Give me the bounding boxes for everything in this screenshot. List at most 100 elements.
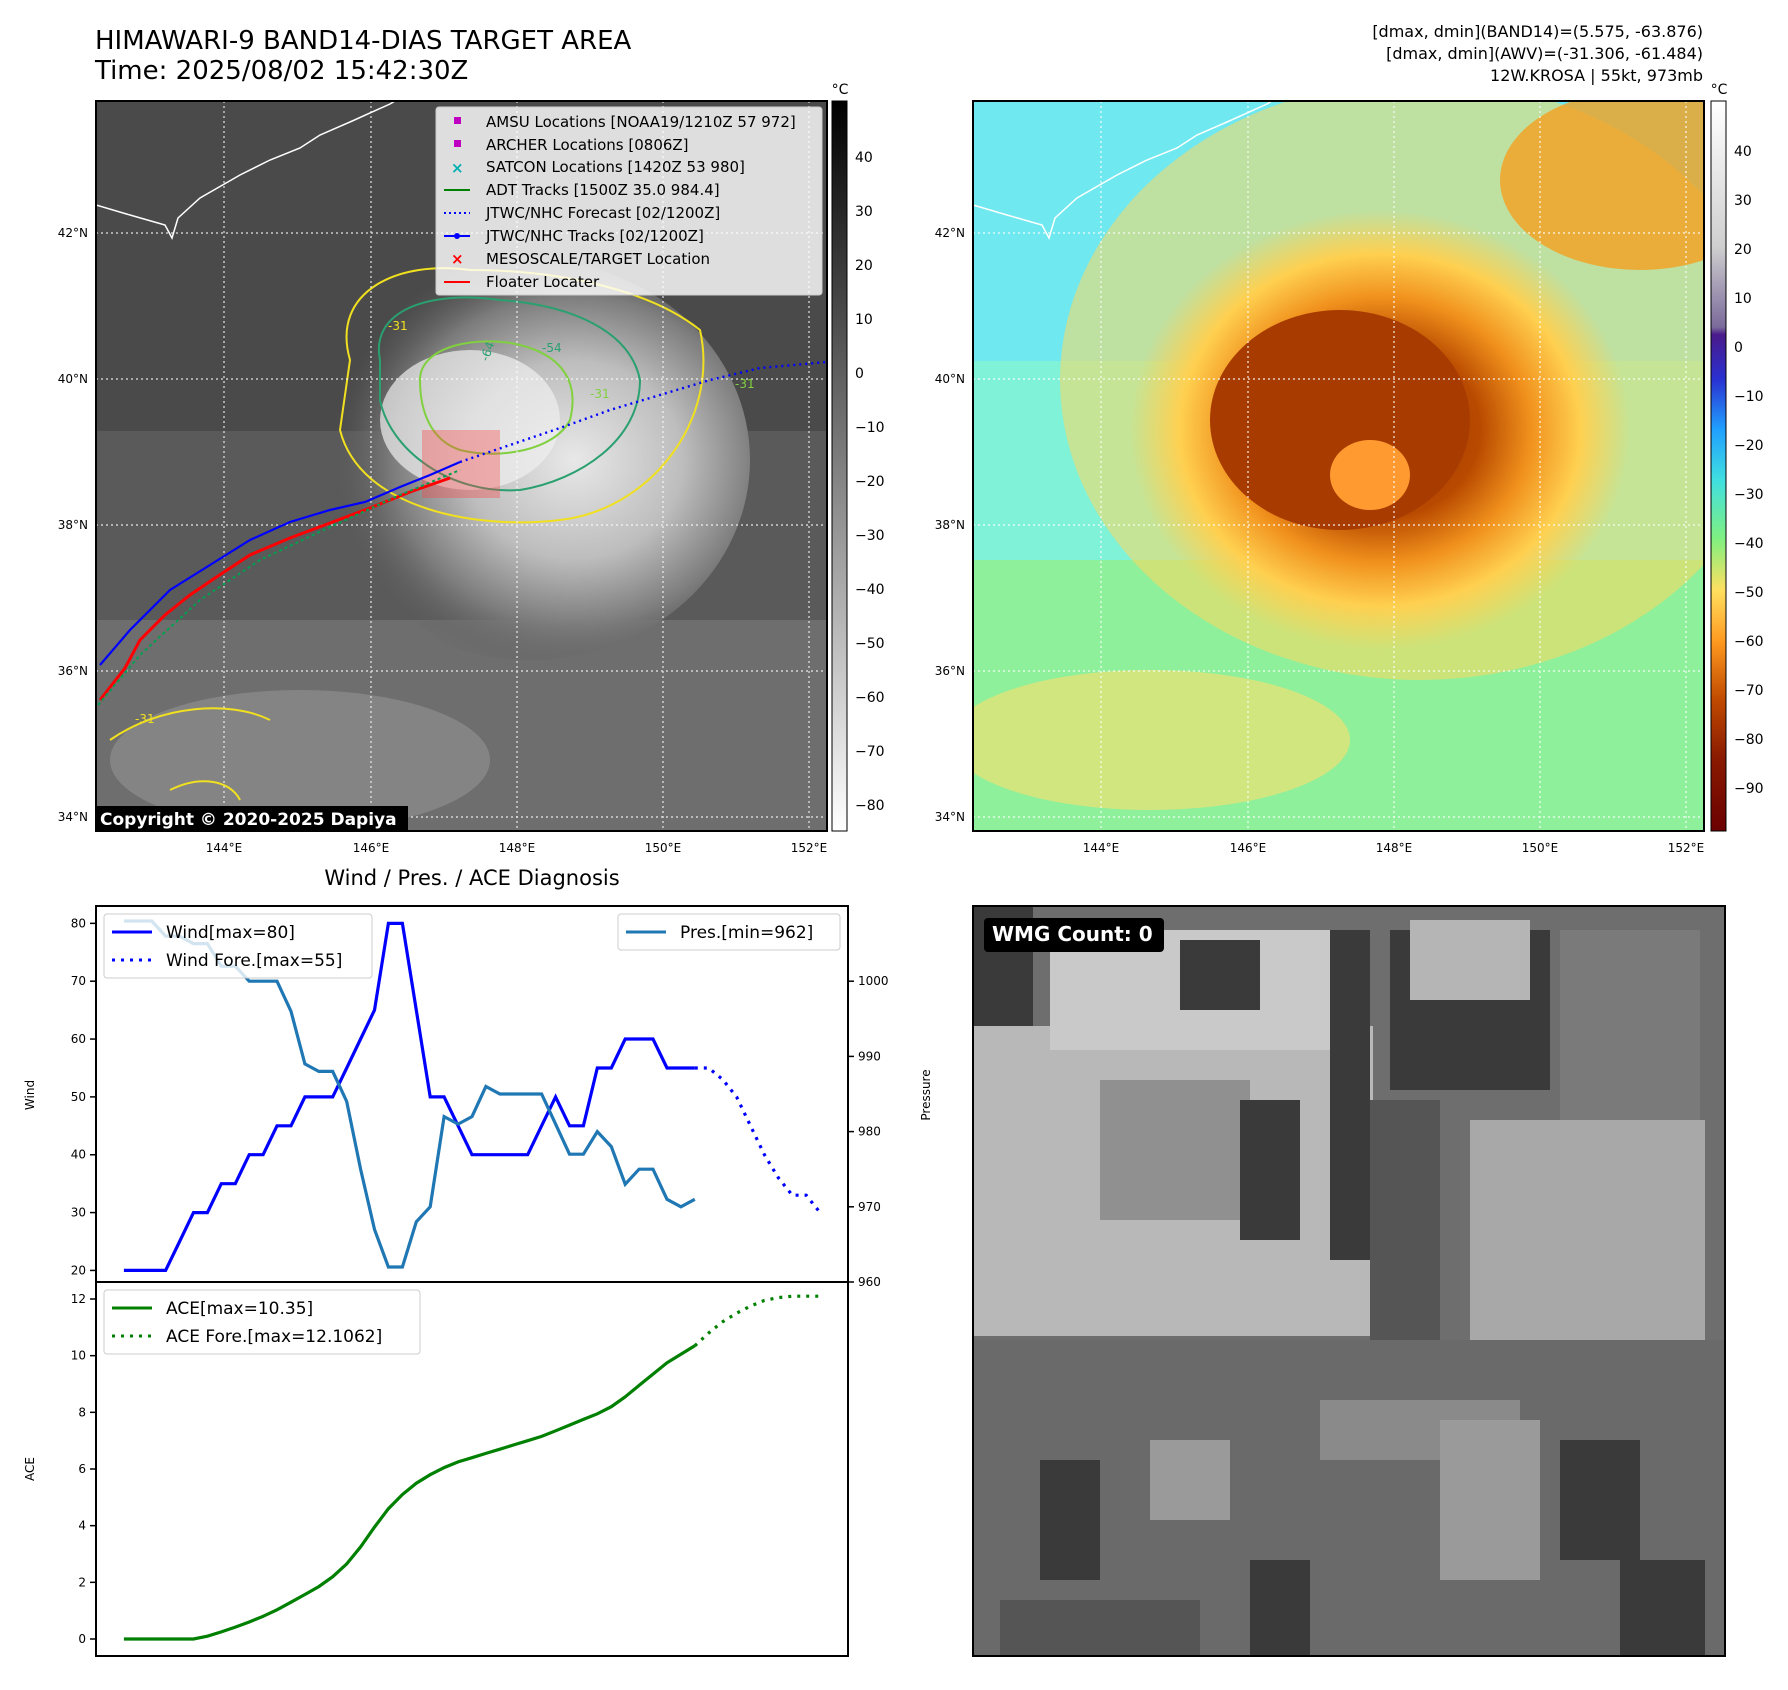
lon-label: 150°E (1522, 841, 1559, 855)
pressure-tick-label: 990 (858, 1049, 881, 1063)
lon-label: 152°E (1668, 841, 1705, 855)
colorbar-tick: 30 (1734, 193, 1752, 209)
wind-tick-label: 60 (71, 1032, 86, 1046)
copyright-text: Copyright © 2020-2025 Dapiya (100, 810, 397, 830)
colorbar-tick: −60 (1734, 634, 1764, 650)
series-line (123, 1344, 696, 1641)
wind-tick-label: 50 (71, 1090, 86, 1104)
contour-label: -64 (478, 340, 498, 363)
wind-pressure-chart: 20 30 40 50 60 70 80 960 970 980 990 1000 Wind Pre… (23, 905, 933, 1289)
ace-tick-label: 6 (78, 1462, 86, 1476)
colorbar-unit: °C (1711, 82, 1728, 98)
pressure-tick-label: 980 (858, 1125, 881, 1139)
ace-series-group (123, 1294, 821, 1641)
colorbar-tick: −50 (1734, 585, 1764, 601)
ace-tick-label: 2 (78, 1575, 86, 1589)
legend-entry: ACE[max=10.35] (166, 1299, 313, 1319)
ace-tick-label: 0 (78, 1632, 86, 1646)
legend-entry: AMSU Locations [NOAA19/1210Z 57 972] (486, 113, 796, 131)
legend-entry: SATCON Locations [1420Z 53 980] (486, 158, 745, 176)
colorbar-tick: −80 (855, 798, 885, 814)
wind-tick-label: 80 (71, 916, 86, 930)
colorbar-tick: −30 (1734, 487, 1764, 503)
gray-colorbar (831, 100, 848, 832)
wind-legend: Wind[max=80] Wind Fore.[max=55] (103, 913, 373, 979)
legend-entry: ACE Fore.[max=12.1062] (166, 1327, 382, 1347)
ace-tick-label: 12 (71, 1292, 86, 1306)
wind-axis-label: Wind (23, 1080, 37, 1110)
legend-entry: JTWC/NHC Forecast [02/1200Z] (485, 204, 720, 222)
colorbar-tick: −10 (855, 420, 885, 436)
legend-entry: Wind[max=80] (166, 923, 295, 943)
pressure-axis-label: Pressure (919, 1069, 933, 1120)
lon-label: 152°E (791, 841, 828, 855)
ace-legend: ACE[max=10.35] ACE Fore.[max=12.1062] (103, 1289, 421, 1355)
colorbar-tick: −20 (855, 474, 885, 490)
colorbar-tick: −80 (1734, 732, 1764, 748)
contour-label: -31 (388, 319, 408, 333)
legend-entry: Floater Locater (486, 273, 600, 291)
contour-label: -31 (135, 712, 155, 726)
colorbar-tick: −20 (1734, 438, 1764, 454)
lon-label: 144°E (206, 841, 243, 855)
lat-label: 36°N (58, 664, 88, 678)
gray-colorbar-ticks: 40 30 20 10 0 −10 −20 −30 −40 −50 −60 −7… (855, 150, 885, 814)
ir-map-frame (95, 100, 828, 832)
colorbar-tick: 10 (855, 312, 873, 328)
colorbar-tick: 20 (1734, 242, 1752, 258)
pressure-legend: Pres.[min=962] (617, 913, 841, 951)
ace-axis-label: ACE (23, 1457, 37, 1481)
lon-label: 150°E (645, 841, 682, 855)
colorbar-unit: °C (832, 82, 849, 98)
wind-tick-label: 30 (71, 1206, 86, 1220)
contour-label: -31 (735, 377, 755, 391)
wmg-panel: WMG Count: 0 (972, 905, 1726, 1657)
lon-axis-right: 144°E 146°E 148°E 150°E 152°E (1083, 841, 1705, 855)
legend-entry: JTWC/NHC Tracks [02/1200Z] (485, 227, 704, 245)
pressure-tick-label: 970 (858, 1200, 881, 1214)
colorbar-tick: 0 (855, 366, 864, 382)
color-ir-map-panel: 42°N 40°N 38°N 36°N 34°N 144°E 146°E 148… (935, 82, 1764, 855)
ir-map-panel: -31 -64 -54 -31 -31 -31 AMSU Locations [… (58, 82, 885, 855)
colorbar-tick: −90 (1734, 781, 1764, 797)
wind-tick-label: 70 (71, 974, 86, 988)
legend-entry: MESOSCALE/TARGET Location (486, 250, 710, 268)
colorbar-tick: 20 (855, 258, 873, 274)
pressure-tick-label: 960 (858, 1275, 881, 1289)
legend-entry: Wind Fore.[max=55] (166, 951, 342, 971)
storm-info: 12W.KROSA | 55kt, 973mb (1490, 66, 1703, 85)
pressure-tick-label: 1000 (858, 974, 889, 988)
series-line (123, 921, 695, 1273)
color-colorbar (1710, 100, 1727, 832)
pressure-y-axis: 960 970 980 990 1000 (848, 974, 889, 1289)
wind-y-axis: 20 30 40 50 60 70 80 (71, 916, 96, 1277)
series-line (693, 1294, 821, 1347)
ace-tick-label: 10 (71, 1349, 86, 1363)
contour-label: -31 (590, 387, 610, 401)
wmg-badge (984, 918, 1164, 952)
legend-marker: × (451, 250, 464, 268)
ace-y-axis: 0 2 4 6 8 10 12 (71, 1292, 96, 1646)
lat-label: 34°N (58, 810, 88, 824)
lat-label: 40°N (935, 372, 965, 386)
lon-label: 144°E (1083, 841, 1120, 855)
legend-marker (454, 140, 461, 147)
plot-timestamp: Time: 2025/08/02 15:42:30Z (95, 56, 469, 86)
diagnosis-title: Wind / Pres. / ACE Diagnosis (324, 866, 619, 890)
colorbar-tick: 0 (1734, 340, 1743, 356)
colorbar-tick: −40 (855, 582, 885, 598)
lon-label: 148°E (499, 841, 536, 855)
wind-tick-label: 20 (71, 1263, 86, 1277)
legend-entry: ARCHER Locations [0806Z] (486, 136, 689, 154)
lon-axis-left: 144°E 146°E 148°E 150°E 152°E (206, 841, 828, 855)
wmg-count: WMG Count: 0 (992, 922, 1153, 946)
copyright-box (96, 806, 408, 832)
colorbar-tick: 40 (855, 150, 873, 166)
lat-label: 42°N (58, 226, 88, 240)
lat-label: 40°N (58, 372, 88, 386)
lat-axis-right: 42°N 40°N 38°N 36°N 34°N (935, 226, 965, 824)
legend-marker: × (451, 159, 464, 177)
colorbar-tick: −30 (855, 528, 885, 544)
lat-label: 36°N (935, 664, 965, 678)
legend-entry: ADT Tracks [1500Z 35.0 984.4] (486, 181, 720, 199)
